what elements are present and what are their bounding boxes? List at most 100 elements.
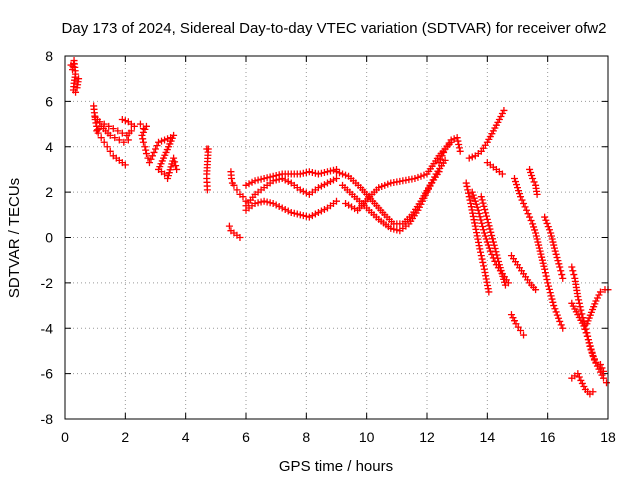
- data-point: [530, 178, 538, 186]
- data-point: [144, 154, 152, 162]
- data-point: [517, 193, 525, 201]
- data-point: [437, 155, 445, 163]
- data-point: [100, 138, 108, 146]
- data-point: [526, 213, 534, 221]
- data-point: [480, 202, 488, 210]
- data-point: [121, 117, 129, 125]
- data-point: [420, 171, 428, 179]
- data-point: [477, 193, 485, 201]
- data-point: [533, 190, 541, 198]
- data-point: [172, 162, 180, 170]
- data-point: [489, 238, 497, 246]
- x-tick-label: 10: [359, 429, 375, 445]
- data-marks: [67, 57, 612, 398]
- data-point: [545, 226, 553, 234]
- data-point: [378, 182, 386, 190]
- x-tick-label: 12: [419, 429, 435, 445]
- data-point: [299, 169, 307, 177]
- data-point: [472, 200, 480, 208]
- data-point: [587, 345, 595, 353]
- data-point: [552, 250, 560, 258]
- data-point: [509, 314, 517, 322]
- y-tick-label: 8: [45, 48, 53, 64]
- data-point: [556, 263, 564, 271]
- x-tick-label: 18: [600, 429, 616, 445]
- data-point: [532, 229, 540, 237]
- data-point: [447, 136, 455, 144]
- data-point: [296, 211, 304, 219]
- data-point: [599, 367, 607, 375]
- data-point: [251, 177, 259, 185]
- data-point: [544, 279, 552, 287]
- data-point: [559, 274, 567, 282]
- data-point: [514, 184, 521, 192]
- data-point: [574, 370, 582, 378]
- data-point: [124, 118, 132, 126]
- data-point: [553, 253, 561, 261]
- data-point: [384, 180, 392, 188]
- y-tick-label: -2: [41, 275, 54, 291]
- data-point: [228, 175, 236, 183]
- data-point: [139, 138, 147, 146]
- data-point: [532, 232, 540, 240]
- data-point: [431, 173, 439, 181]
- data-point: [593, 362, 601, 370]
- data-point: [423, 188, 431, 196]
- data-point: [531, 226, 539, 234]
- data-point: [118, 116, 126, 124]
- data-point: [275, 175, 283, 183]
- data-point: [555, 314, 563, 322]
- data-point: [456, 147, 464, 155]
- data-point: [124, 136, 132, 144]
- data-point: [462, 179, 470, 187]
- data-point: [582, 329, 590, 337]
- data-point: [476, 213, 484, 221]
- data-point: [290, 209, 298, 217]
- data-point: [161, 136, 169, 144]
- data-point: [542, 272, 550, 280]
- data-point: [254, 199, 262, 207]
- data-point: [511, 178, 519, 186]
- data-point: [426, 182, 434, 190]
- data-point: [568, 263, 576, 271]
- data-point: [263, 198, 271, 206]
- data-point: [139, 135, 147, 143]
- data-point: [141, 143, 149, 151]
- data-point: [323, 168, 331, 176]
- data-point: [557, 321, 565, 329]
- data-point: [482, 212, 490, 220]
- data-point: [578, 310, 586, 318]
- data-point: [326, 167, 334, 175]
- x-tick-label: 4: [182, 429, 190, 445]
- data-point: [114, 127, 122, 135]
- data-point: [479, 222, 487, 230]
- data-point: [233, 186, 241, 194]
- data-point: [242, 181, 250, 189]
- data-point: [147, 155, 155, 163]
- data-point: [203, 186, 211, 194]
- data-point: [510, 175, 518, 183]
- data-point: [317, 207, 325, 215]
- data-point: [155, 138, 163, 146]
- data-point: [575, 299, 583, 307]
- data-point: [547, 229, 555, 237]
- data-point: [120, 138, 128, 146]
- data-point: [170, 154, 178, 162]
- data-point: [479, 226, 487, 234]
- data-point: [550, 302, 558, 310]
- data-point: [583, 332, 591, 340]
- data-point: [547, 232, 555, 240]
- data-point: [547, 292, 555, 300]
- data-point: [478, 196, 486, 204]
- data-point: [441, 156, 449, 164]
- data-point: [278, 175, 286, 183]
- data-point: [569, 267, 577, 275]
- data-point: [550, 244, 558, 252]
- data-point: [471, 197, 479, 205]
- data-point: [516, 190, 524, 198]
- y-tick-label: 6: [45, 93, 53, 109]
- data-point: [527, 168, 535, 176]
- data-point: [493, 251, 501, 259]
- data-point: [326, 178, 334, 186]
- data-point: [551, 247, 559, 255]
